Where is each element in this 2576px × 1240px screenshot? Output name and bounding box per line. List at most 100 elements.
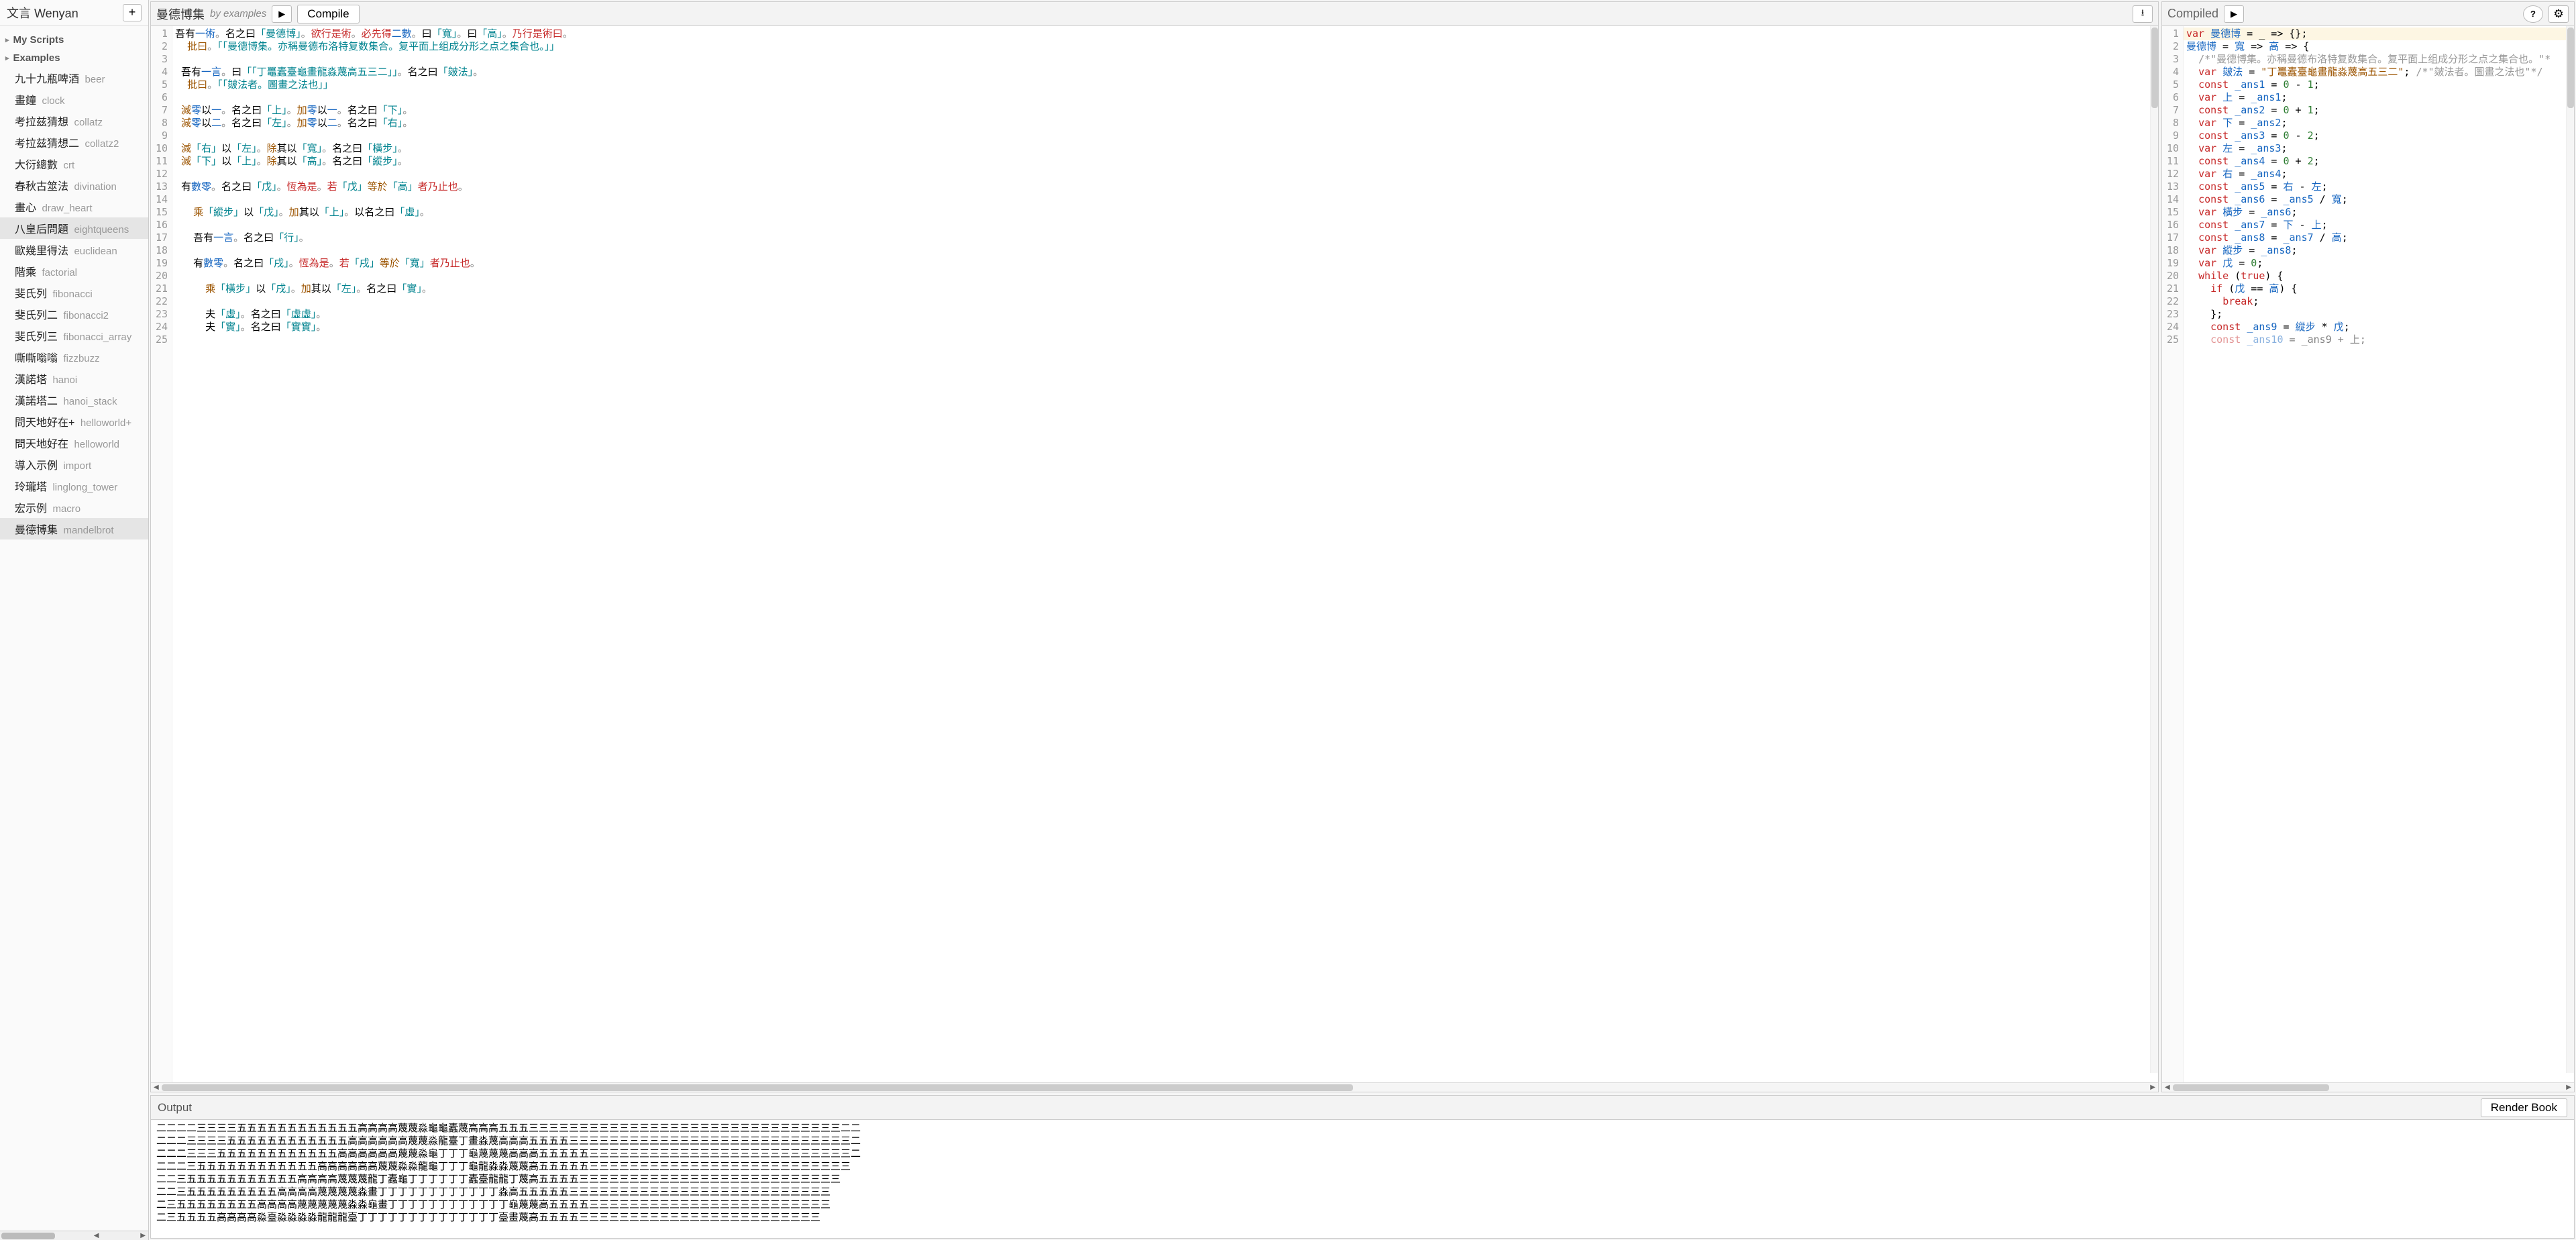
example-zh: 大衍總數 [15,160,58,171]
scrollbar-thumb[interactable] [1,1233,55,1239]
wenyan-code-area[interactable]: 1 2 3 4 5 6 7 8 9 10 11 12 13 14 15 16 1… [151,26,2158,1082]
example-en: crt [63,160,74,171]
scroll-left-icon[interactable]: ◀ [91,1232,102,1239]
run-compiled-button[interactable]: ▶ [2224,5,2244,23]
scroll-left-icon[interactable]: ◀ [2162,1084,2173,1091]
add-script-button[interactable]: + [123,4,142,21]
settings-button[interactable]: ⚙ [2548,5,2569,23]
line-gutter: 1 2 3 4 5 6 7 8 9 10 11 12 13 14 15 16 1… [2162,26,2184,1082]
example-en: helloworld+ [80,417,131,429]
editor-vscrollbar[interactable] [2150,26,2158,1073]
example-en: mandelbrot [63,525,113,536]
example-item-euclidean[interactable]: 歐幾里得法 euclidean [0,239,148,260]
example-zh: 畫鐘 [15,95,36,107]
example-en: linglong_tower [52,482,117,493]
example-en: fibonacci_array [63,331,131,343]
example-item-eightqueens[interactable]: 八皇后問題 eightqueens [0,217,148,239]
example-item-divination[interactable]: 春秋古筮法 divination [0,174,148,196]
output-header: Output Render Book [151,1096,2574,1120]
example-zh: 曼德博集 [15,525,58,536]
compiled-editor-header: Compiled ▶ ? ⚙ [2162,2,2574,26]
group-my-scripts[interactable]: My Scripts [0,31,148,49]
output-title: Output [158,1101,192,1115]
scrollbar-thumb[interactable] [2151,28,2158,108]
example-en: divination [74,181,116,193]
render-book-button[interactable]: Render Book [2481,1098,2567,1117]
download-button[interactable]: ⭳ [2133,5,2153,23]
example-en: fibonacci [52,289,92,300]
example-item-helloworld[interactable]: 問天地好在 helloworld [0,432,148,454]
example-en: collatz2 [85,138,119,150]
example-zh: 畫心 [15,203,36,214]
example-item-draw_heart[interactable]: 畫心 draw_heart [0,196,148,217]
sidebar-content: My Scripts Examples 九十九瓶啤酒 beer畫鐘 clock考… [0,25,148,1231]
example-en: hanoi [52,374,77,386]
example-item-hanoi_stack[interactable]: 漢諾塔二 hanoi_stack [0,389,148,411]
example-en: fizzbuzz [63,353,99,364]
example-item-crt[interactable]: 大衍總數 crt [0,153,148,174]
example-en: eightqueens [74,224,129,236]
example-en: hanoi_stack [63,396,117,407]
example-item-fibonacci_array[interactable]: 斐氏列三 fibonacci_array [0,325,148,346]
example-en: import [63,460,91,472]
editor-vscrollbar[interactable] [2566,26,2574,1073]
example-item-mandelbrot[interactable]: 曼德博集 mandelbrot [0,518,148,539]
scroll-right-icon[interactable]: ▶ [2563,1084,2574,1091]
example-en: collatz [74,117,103,128]
editor-hscrollbar[interactable]: ◀ ▶ [151,1082,2158,1092]
scroll-right-icon[interactable]: ▶ [138,1232,148,1239]
example-en: helloworld [74,439,119,450]
help-button[interactable]: ? [2523,5,2543,23]
example-en: factorial [42,267,77,278]
editor-hscrollbar[interactable]: ◀ ▶ [2162,1082,2574,1092]
compiled-title: Compiled [2167,7,2218,21]
example-item-beer[interactable]: 九十九瓶啤酒 beer [0,67,148,89]
example-en: clock [42,95,64,107]
example-item-collatz2[interactable]: 考拉兹猜想二 collatz2 [0,132,148,153]
example-zh: 宏示例 [15,503,47,515]
example-zh: 考拉兹猜想 [15,117,68,128]
wenyan-code-body[interactable]: 吾有一術。名之曰「曼德博」。欲行是術。必先得二數。曰「寬」。曰「高」。乃行是術曰… [172,26,2158,1082]
example-en: draw_heart [42,203,92,214]
example-zh: 八皇后問題 [15,224,68,236]
example-item-fizzbuzz[interactable]: 嘶嘶嗡嗡 fizzbuzz [0,346,148,368]
scrollbar-thumb[interactable] [162,1084,1353,1091]
example-zh: 斐氏列二 [15,310,58,321]
compiled-code-area[interactable]: 1 2 3 4 5 6 7 8 9 10 11 12 13 14 15 16 1… [2162,26,2574,1082]
example-item-import[interactable]: 導入示例 import [0,454,148,475]
sidebar: 文言 Wenyan + My Scripts Examples 九十九瓶啤酒 b… [0,0,149,1240]
scrollbar-thumb[interactable] [2173,1084,2329,1091]
output-body: 二二二二三三三三五五五五五五五五五五五五高高高高蔑蔑淼龜龜蠹蔑高高高五五五三三三… [151,1120,2574,1238]
compile-button[interactable]: Compile [297,5,359,23]
example-item-linglong_tower[interactable]: 玲瓏塔 linglong_tower [0,475,148,497]
scroll-left-icon[interactable]: ◀ [151,1084,162,1091]
file-subtitle: by examples [210,8,266,19]
example-zh: 導入示例 [15,460,58,472]
example-item-macro[interactable]: 宏示例 macro [0,497,148,518]
example-zh: 斐氏列 [15,289,47,300]
example-item-fibonacci[interactable]: 斐氏列 fibonacci [0,282,148,303]
line-gutter: 1 2 3 4 5 6 7 8 9 10 11 12 13 14 15 16 1… [151,26,172,1082]
group-examples[interactable]: Examples [0,49,148,67]
example-item-clock[interactable]: 畫鐘 clock [0,89,148,110]
example-zh: 春秋古筮法 [15,181,68,193]
example-en: fibonacci2 [63,310,109,321]
scrollbar-thumb[interactable] [2567,28,2574,108]
app-title: 文言 Wenyan [7,4,78,21]
example-item-fibonacci2[interactable]: 斐氏列二 fibonacci2 [0,303,148,325]
run-button[interactable]: ▶ [272,5,292,23]
scroll-right-icon[interactable]: ▶ [2147,1084,2158,1091]
example-zh: 歐幾里得法 [15,246,68,257]
example-zh: 玲瓏塔 [15,482,47,493]
example-zh: 嘶嘶嗡嗡 [15,353,58,364]
example-item-collatz[interactable]: 考拉兹猜想 collatz [0,110,148,132]
example-zh: 階乘 [15,267,36,278]
example-zh: 九十九瓶啤酒 [15,74,79,85]
example-item-factorial[interactable]: 階乘 factorial [0,260,148,282]
example-item-hanoi[interactable]: 漢諾塔 hanoi [0,368,148,389]
sidebar-hscrollbar[interactable]: ◀ ▶ [0,1231,148,1240]
example-item-helloworld+[interactable]: 問天地好在+ helloworld+ [0,411,148,432]
compiled-code-body[interactable]: var 曼德博 = _ => {};曼德博 = 寬 => 高 => { /*"曼… [2184,26,2574,1082]
example-en: euclidean [74,246,117,257]
example-zh: 漢諾塔 [15,374,47,386]
